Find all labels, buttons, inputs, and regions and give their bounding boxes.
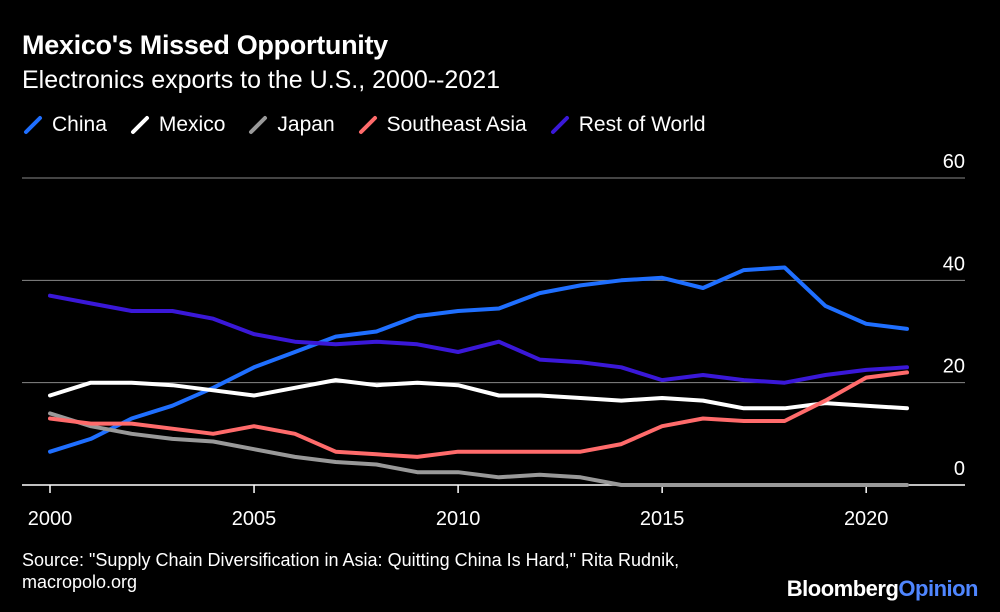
series-line-mexico <box>48 378 909 411</box>
legend-item-southeast-asia: Southeast Asia <box>357 113 527 137</box>
brand-bloomberg: Bloomberg <box>786 576 899 601</box>
legend-swatch-icon <box>550 116 569 134</box>
legend-item-japan: Japan <box>247 113 335 137</box>
y-tick-label: 20 <box>943 356 965 378</box>
bloomberg-opinion-logo: BloombergOpinion <box>786 576 979 602</box>
series-lines <box>48 265 909 487</box>
y-tick-label: 40 <box>943 253 965 275</box>
x-tick-label: 2005 <box>232 508 277 530</box>
legend-item-rest-of-world: Rest of World <box>549 113 706 137</box>
legend-swatch-icon <box>249 116 268 134</box>
x-tick-label: 2010 <box>436 508 481 530</box>
legend-swatch-icon <box>24 116 42 134</box>
chart-title: Mexico's Missed Opportunity <box>22 30 388 60</box>
legend-swatch-icon <box>358 116 377 134</box>
grid-lines <box>22 177 965 384</box>
series-line-rest-of-world <box>48 293 909 385</box>
legend-label: Southeast Asia <box>386 113 527 136</box>
brand-opinion: Opinion <box>898 576 978 601</box>
series-line-southeast-asia <box>48 370 909 459</box>
legend-label: Japan <box>277 113 335 136</box>
legend-item-mexico: Mexico <box>129 113 226 137</box>
series-line-japan <box>48 411 909 487</box>
tick-labels: 0 20 40 60 2000 2005 2010 2015 2020 <box>28 151 965 530</box>
legend-label: Mexico <box>158 113 226 136</box>
legend-swatch-icon <box>130 116 149 134</box>
source-note: Source: "Supply Chain Diversification in… <box>22 550 680 592</box>
x-tick-label: 2000 <box>28 508 73 530</box>
chart-legend: China Mexico Japan Southeast Asia Rest of Wo… <box>22 113 728 137</box>
legend-item-china: China <box>22 113 107 137</box>
chart-subtitle: Electronics exports to the U.S., 2000--2… <box>22 66 501 94</box>
y-tick-label: 0 <box>954 458 965 480</box>
x-tick-label: 2015 <box>640 508 685 530</box>
legend-label: China <box>52 113 107 136</box>
x-tick-label: 2020 <box>844 508 889 530</box>
legend-label: Rest of World <box>578 113 706 136</box>
series-line-china <box>48 265 909 454</box>
y-tick-label: 60 <box>943 151 965 173</box>
